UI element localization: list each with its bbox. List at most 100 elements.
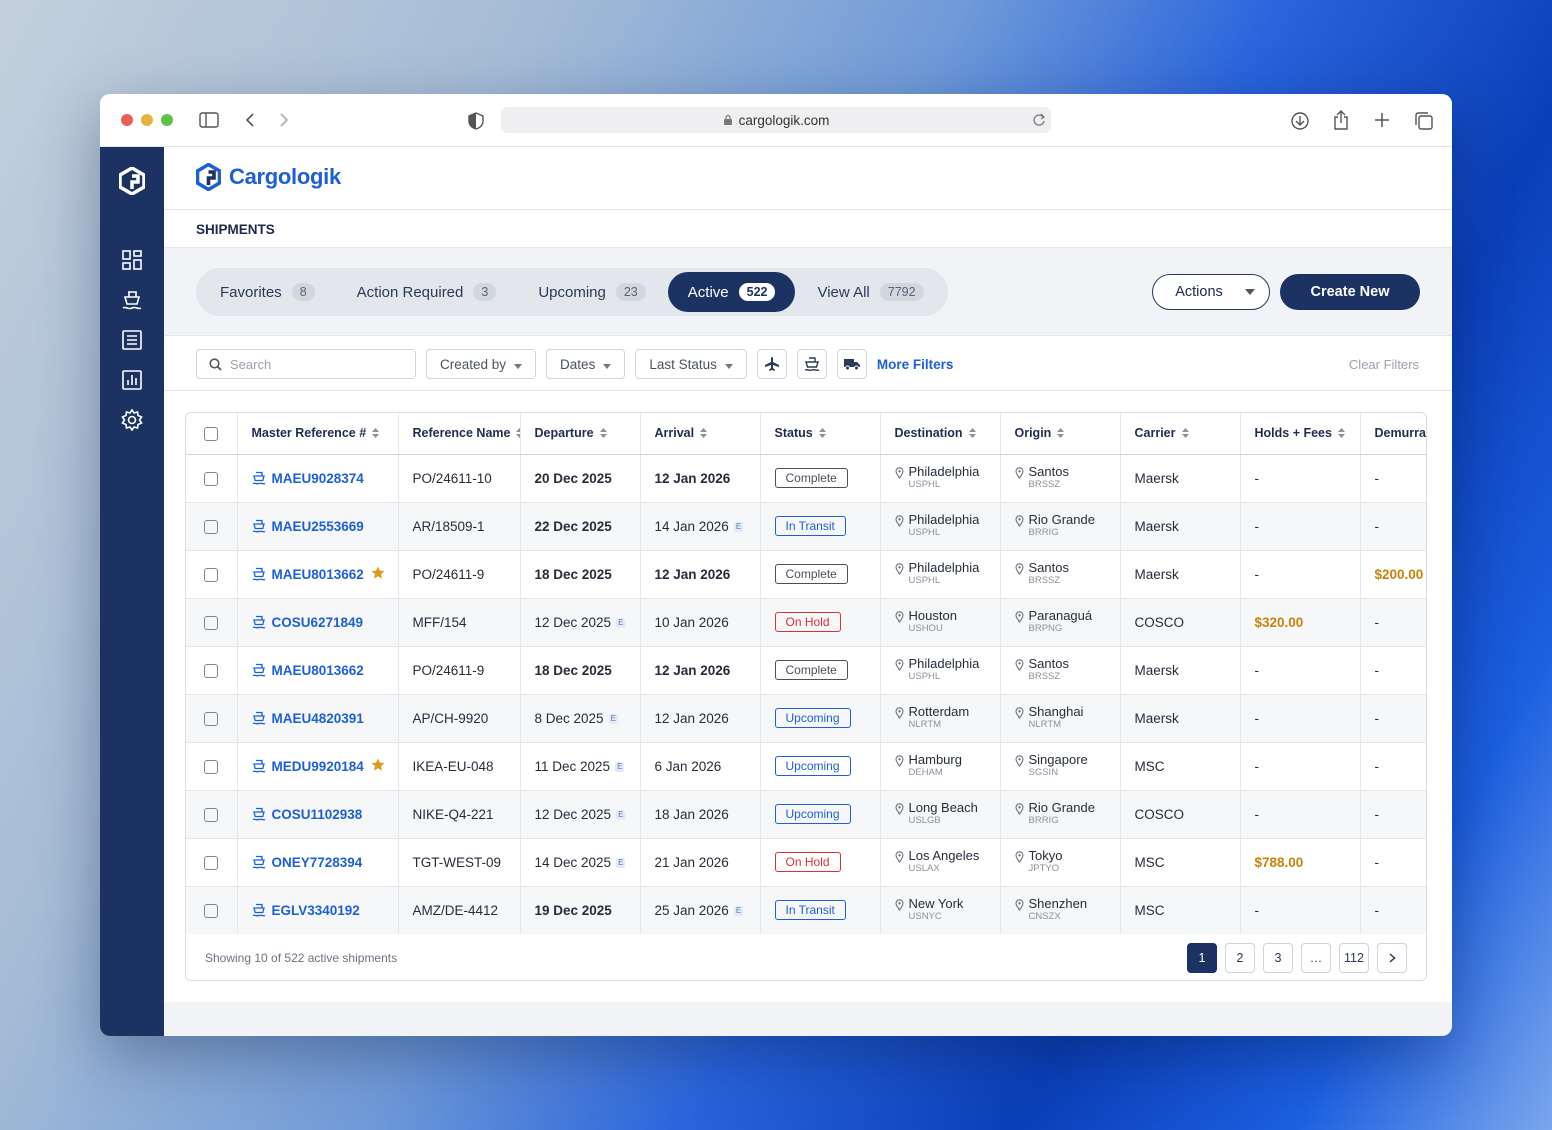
demurrage: - [1360, 502, 1426, 551]
column-header[interactable]: Master Reference # [237, 413, 399, 455]
demurrage: - [1360, 886, 1426, 935]
tab[interactable]: Active 522 [667, 272, 796, 312]
nav-shipments[interactable] [121, 289, 143, 311]
shipment-row[interactable]: EGLV3340192 AMZ/DE-4412 19 Dec 2025 25 Jan … [186, 886, 1426, 935]
more-filters[interactable]: More Filters [876, 356, 954, 372]
column-header[interactable]: Reference Name [398, 413, 521, 455]
tab[interactable]: View All 7792 [797, 272, 943, 312]
icon-part [1014, 899, 1024, 911]
forward-button[interactable] [278, 112, 290, 128]
page-button[interactable]: 2 [1225, 943, 1255, 973]
carrier: COSCO [1120, 598, 1241, 647]
master-ref-link[interactable]: ONEY7728394 [271, 854, 363, 870]
icon-part [1017, 470, 1021, 473]
privacy-shield[interactable] [468, 112, 484, 130]
minimize-button[interactable] [141, 114, 153, 126]
reference-name: MFF/154 [398, 598, 521, 647]
column-header[interactable]: Carrier [1120, 413, 1241, 455]
icon-part [843, 359, 860, 367]
next-page-button[interactable] [1377, 943, 1407, 973]
icon-part [133, 250, 142, 257]
shipment-row[interactable]: COSU6271849 MFF/154 12 Dec 2025 E 10 Jan 202… [186, 598, 1426, 647]
column-header[interactable]: Destination [880, 413, 1001, 455]
actions-button[interactable]: Actions [1152, 274, 1270, 310]
select-cell [186, 454, 238, 503]
tab[interactable]: Favorites 8 [200, 272, 335, 312]
icon-part [1181, 428, 1189, 439]
new-tab-button[interactable] [1374, 112, 1390, 128]
shipment-row[interactable]: ONEY7728394 TGT-WEST-09 14 Dec 2025 E 21 Jan… [186, 838, 1426, 887]
column-header[interactable]: Departure [520, 413, 641, 455]
filter-dropdown[interactable]: Dates [546, 349, 626, 379]
search-input[interactable]: Search [196, 349, 416, 379]
master-ref-cell: EGLV3340192 [237, 886, 399, 935]
nav-documents[interactable] [122, 330, 142, 350]
destination-city: Hamburg [908, 752, 962, 767]
brand[interactable]: Cargologik [196, 163, 341, 191]
filter-ocean[interactable] [796, 349, 827, 379]
column-header[interactable]: Demurrage [1360, 413, 1426, 455]
sidebar-toggle[interactable] [199, 112, 219, 128]
tab[interactable]: Upcoming 23 [518, 272, 665, 312]
shipment-row[interactable]: COSU1102938 NIKE-Q4-221 12 Dec 2025 E 18 Jan… [186, 790, 1426, 839]
tab[interactable]: Action Required 3 [337, 272, 517, 312]
column-header[interactable]: Holds + Fees [1240, 413, 1361, 455]
master-ref-link[interactable]: COSU1102938 [271, 806, 363, 822]
shipment-row[interactable]: MAEU8013662 PO/24611-9 18 Dec 2025 12 Jan 2… [186, 646, 1426, 695]
shipment-row[interactable]: MEDU9920184 IKEA-EU-048 11 Dec 2025 E 6 Jan … [186, 742, 1426, 791]
brand-logo [196, 163, 221, 191]
share-button[interactable] [1332, 109, 1350, 131]
tabs-overview-button[interactable] [1414, 111, 1434, 131]
filter-truck[interactable] [836, 349, 867, 379]
location: Shenzhen CNSZX [1014, 897, 1120, 923]
carrier: MSC [1120, 742, 1241, 791]
nav-reports[interactable] [122, 370, 142, 390]
close-button[interactable] [121, 114, 133, 126]
master-ref-link[interactable]: MAEU8013662 [271, 567, 364, 582]
page-button[interactable]: … [1301, 943, 1331, 973]
page-button[interactable]: 112 [1339, 943, 1369, 973]
filter-air[interactable] [756, 349, 787, 379]
shipment-row[interactable]: MAEU9028374 PO/24611-10 20 Dec 2025 12 Jan … [186, 454, 1426, 503]
master-ref-link[interactable]: MEDU9920184 [271, 759, 364, 774]
reload-button[interactable] [1032, 113, 1046, 127]
master-ref-link[interactable]: MAEU9028374 [271, 470, 364, 486]
icon-part [217, 365, 222, 371]
filter-dropdown[interactable]: Last Status [635, 349, 747, 379]
page-button[interactable]: 3 [1263, 943, 1293, 973]
arrival-date: 12 Jan 2026 [654, 566, 731, 582]
back-button[interactable] [244, 112, 256, 128]
master-ref-link[interactable]: MAEU2553669 [271, 518, 364, 534]
icon-part [603, 363, 612, 369]
demurrage: $200.00 [1360, 550, 1426, 599]
create-new-button[interactable]: Create New [1280, 274, 1420, 310]
nav-dashboard[interactable] [122, 250, 142, 270]
master-ref-link[interactable]: COSU6271849 [271, 614, 364, 630]
shipment-row[interactable]: MAEU2553669 AR/18509-1 22 Dec 2025 14 Jan 2… [186, 502, 1426, 551]
browser-window: cargologik.com Cargologik SHIPMENTS Favo… [100, 94, 1452, 1036]
column-header[interactable]: Status [760, 413, 881, 455]
icon-part [252, 866, 265, 868]
icon-part [252, 855, 265, 865]
shipment-row[interactable]: MAEU8013662 PO/24611-9 18 Dec 2025 12 Jan 2… [186, 550, 1426, 599]
nav-settings[interactable] [121, 409, 143, 431]
shipment-row[interactable]: MAEU4820391 AP/CH-9920 8 Dec 2025 E 12 Jan 2… [186, 694, 1426, 743]
address-bar[interactable]: cargologik.com [501, 107, 1051, 133]
clear-filters[interactable]: Clear Filters [1348, 357, 1419, 372]
master-ref-link[interactable]: MAEU4820391 [271, 710, 364, 726]
filter-dropdown[interactable]: Created by [426, 349, 537, 379]
downloads-button[interactable] [1290, 111, 1310, 131]
origin-city: Santos [1028, 656, 1069, 671]
column-header[interactable]: Origin [1000, 413, 1121, 455]
holds-fees: - [1240, 454, 1361, 503]
arrival-date: 12 Jan 2026 [654, 470, 731, 486]
column-header[interactable]: Arrival [640, 413, 761, 455]
master-ref-link[interactable]: EGLV3340192 [271, 902, 360, 918]
master-ref-link[interactable]: MAEU8013662 [271, 662, 364, 678]
icon-part [968, 428, 976, 439]
zoom-button[interactable] [161, 114, 173, 126]
icon-part [122, 291, 142, 310]
holds-fees: - [1240, 646, 1361, 695]
page-button[interactable]: 1 [1187, 943, 1217, 973]
app-logo[interactable] [119, 167, 145, 195]
